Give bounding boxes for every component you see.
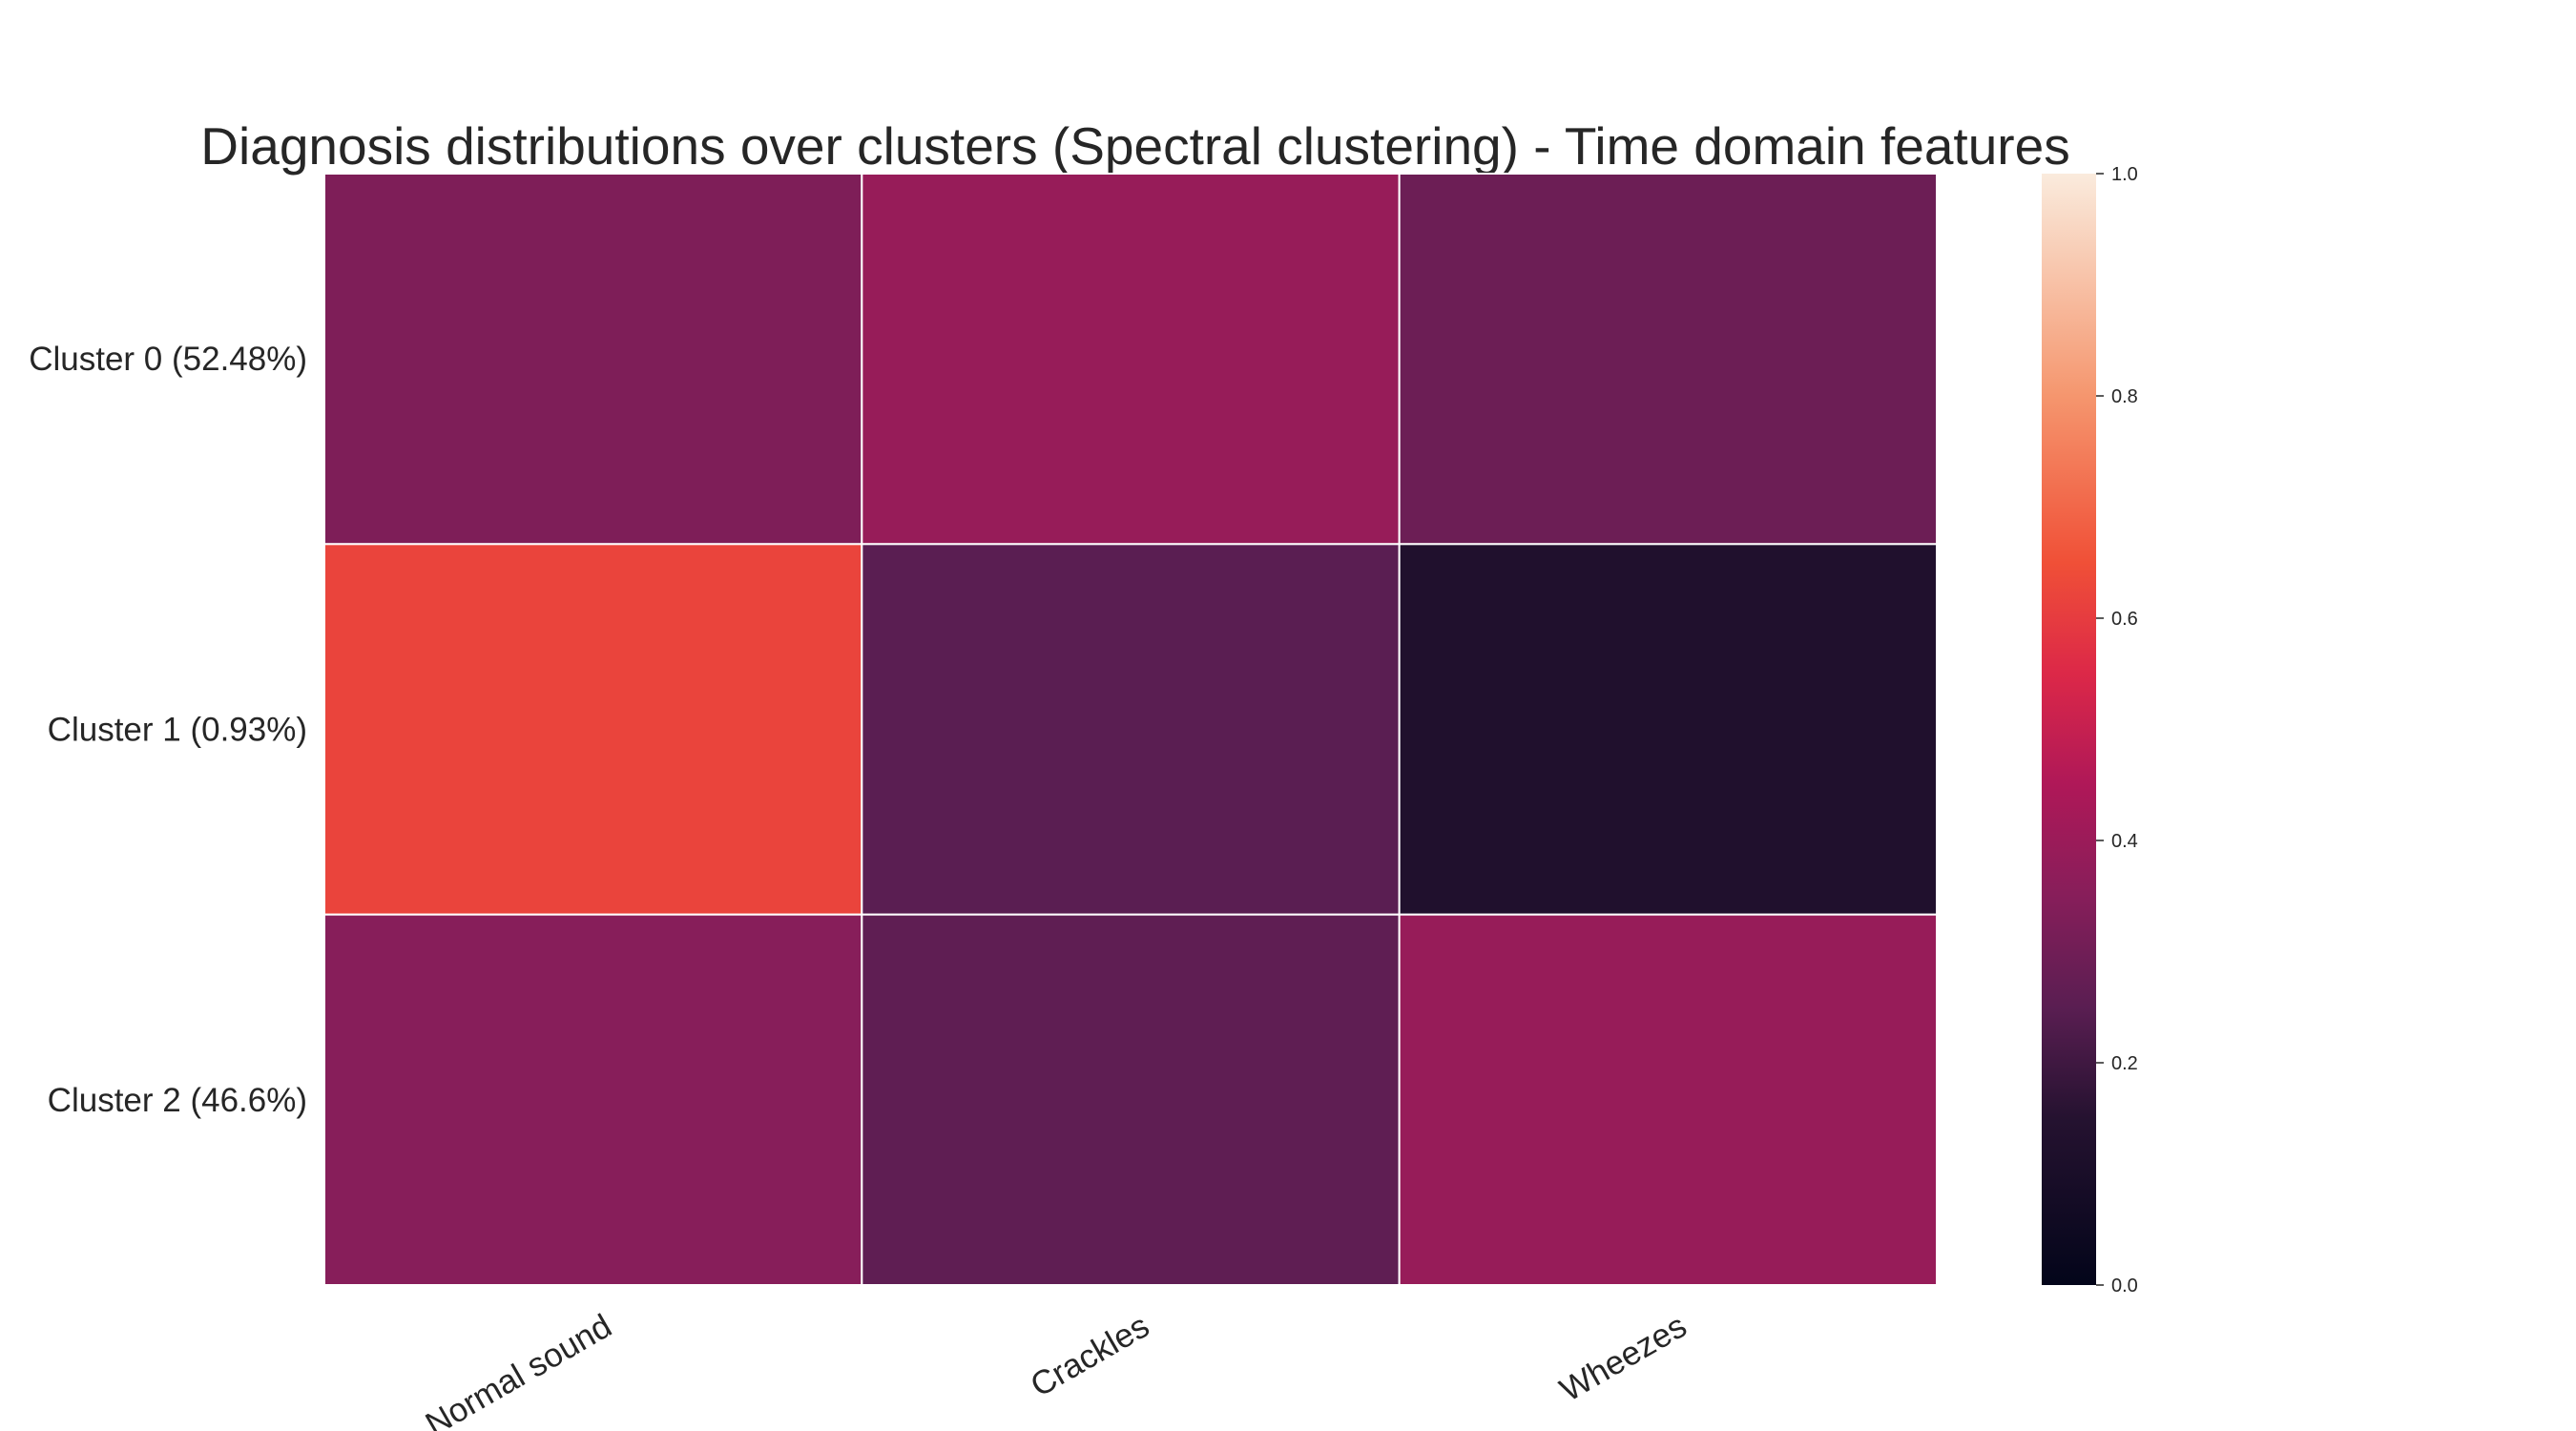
heatmap-cell xyxy=(323,173,863,546)
heatmap-cell xyxy=(861,173,1401,546)
colorbar-tick-label: 0.0 xyxy=(2111,1275,2138,1296)
x-tick-label: Normal sound xyxy=(419,1307,617,1431)
heatmap-cell xyxy=(323,913,863,1287)
y-tick-labels: Cluster 0 (52.48%) Cluster 1 (0.93%) Clust… xyxy=(29,341,307,1119)
y-tick-label: Cluster 0 (52.48%) xyxy=(29,341,307,378)
heatmap-cells xyxy=(323,173,1938,1287)
colorbar-tick-label: 0.2 xyxy=(2111,1053,2138,1074)
chart-title: Diagnosis distributions over clusters (S… xyxy=(200,116,2069,176)
colorbar-tick-label: 1.0 xyxy=(2111,164,2138,185)
colorbar-tick-label: 0.8 xyxy=(2111,386,2138,407)
colorbar-ticks: 0.0 0.2 0.4 0.6 0.8 1.0 xyxy=(2096,164,2138,1296)
colorbar-gradient xyxy=(2042,174,2096,1285)
x-tick-labels: Normal sound Crackles Wheezes xyxy=(419,1307,1693,1431)
colorbar: 0.0 0.2 0.4 0.6 0.8 1.0 xyxy=(2042,164,2138,1296)
heatmap-cell xyxy=(1398,173,1938,546)
heatmap-cell xyxy=(861,913,1401,1287)
y-tick-label: Cluster 1 (0.93%) xyxy=(48,712,307,749)
colorbar-tick-label: 0.4 xyxy=(2111,831,2138,852)
x-tick-label: Crackles xyxy=(1025,1307,1155,1404)
heatmap-cell xyxy=(1398,543,1938,916)
y-tick-label: Cluster 2 (46.6%) xyxy=(48,1082,307,1119)
x-tick-label: Wheezes xyxy=(1553,1307,1693,1409)
colorbar-tick-label: 0.6 xyxy=(2111,609,2138,630)
heatmap-cell xyxy=(323,543,863,916)
heatmap-cell xyxy=(1398,913,1938,1287)
heatmap-cell xyxy=(861,543,1401,916)
